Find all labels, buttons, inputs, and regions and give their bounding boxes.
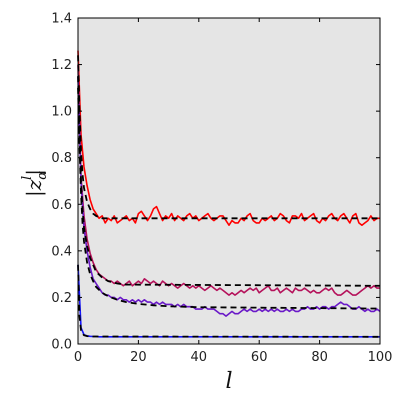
plot-frame	[77, 17, 381, 345]
y-tick-label: 0.0	[51, 338, 72, 353]
x-axis: 0 20 40 60 80 100	[74, 18, 393, 365]
x-tick-label: 20	[130, 350, 147, 365]
reference-layer	[77, 55, 381, 338]
y-axis: 0.0 0.2 0.4 0.6 0.8 1.0 1.2 1.4	[51, 12, 380, 353]
series-line-3	[77, 76, 381, 317]
x-tick-label: 80	[311, 350, 328, 365]
x-tick-label: 40	[191, 350, 208, 365]
series-line-1	[77, 50, 380, 226]
reference-line-1	[77, 55, 380, 220]
y-tick-label: 0.8	[51, 151, 72, 166]
y-tick-label: 1.0	[51, 105, 72, 120]
x-tick-label: 100	[368, 350, 393, 365]
reference-line-3	[77, 87, 381, 310]
y-tick-label: 0.2	[51, 291, 72, 306]
y-axis-title-end: |	[22, 169, 47, 176]
series-layer	[77, 50, 381, 338]
y-tick-label: 0.6	[51, 198, 72, 213]
y-axis-title-main: |z	[22, 179, 47, 197]
y-axis-title: |zαl|	[20, 169, 50, 197]
y-axis-title-superscript: l	[20, 176, 35, 180]
y-tick-label: 1.4	[51, 12, 72, 27]
y-axis-title-subscript: α	[35, 171, 50, 180]
x-tick-label: 60	[251, 350, 268, 365]
y-tick-label: 0.4	[51, 244, 72, 259]
y-tick-label: 1.2	[51, 58, 72, 73]
reference-line-4	[77, 264, 381, 338]
x-tick-label: 0	[74, 350, 82, 365]
series-line-2	[77, 64, 380, 296]
x-axis-title: l	[225, 369, 232, 394]
reference-line-2	[77, 76, 381, 287]
